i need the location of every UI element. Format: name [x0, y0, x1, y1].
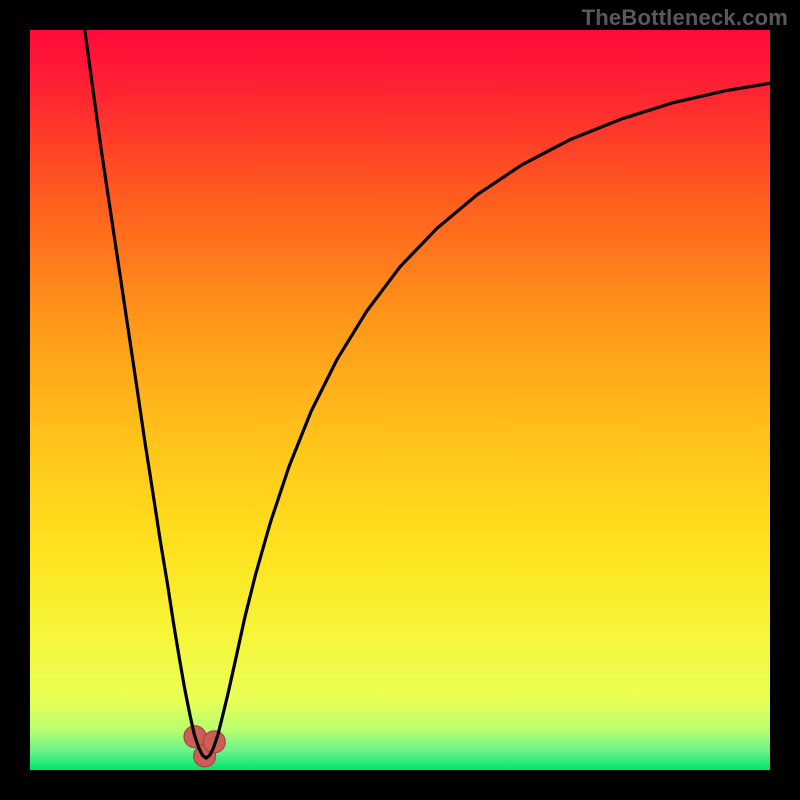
plot-area	[30, 30, 770, 770]
gradient-background	[30, 30, 770, 770]
watermark-text: TheBottleneck.com	[582, 5, 788, 31]
chart-svg	[30, 30, 770, 770]
chart-frame: TheBottleneck.com	[0, 0, 800, 800]
